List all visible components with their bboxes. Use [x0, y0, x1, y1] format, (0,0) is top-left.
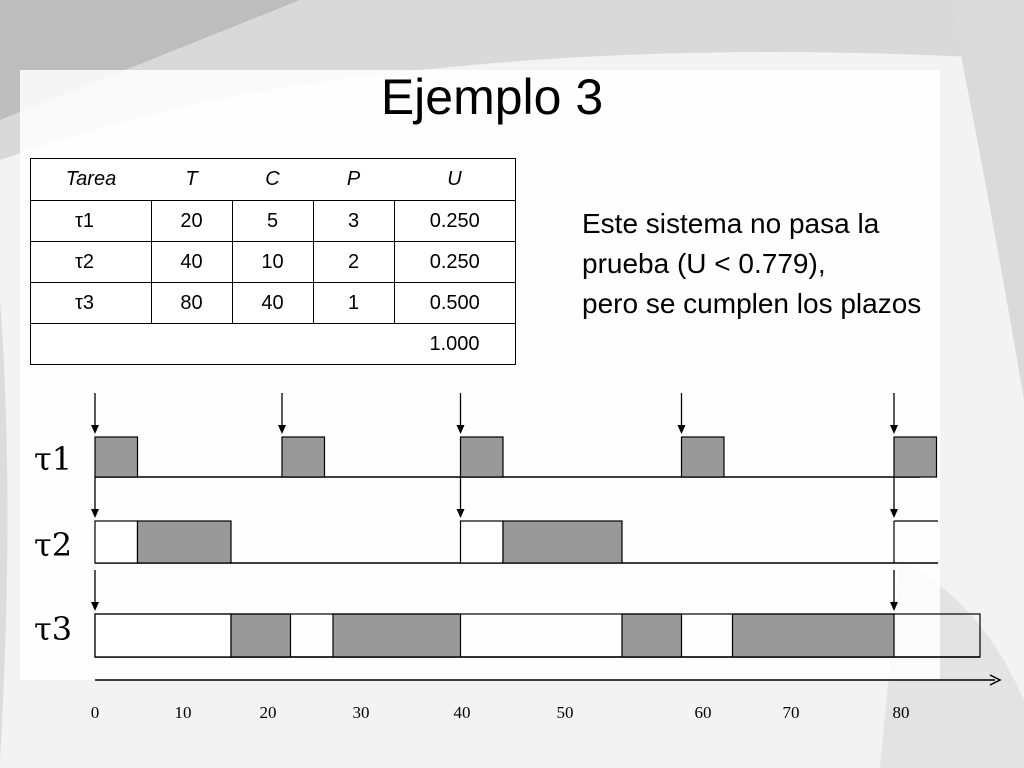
axis-tick-label: 20 — [260, 703, 277, 722]
arrival-arrowhead — [677, 425, 686, 434]
header-c: C — [232, 158, 313, 201]
header-u: U — [394, 158, 516, 201]
execution-block — [459, 436, 504, 478]
axis-tick-label: 60 — [695, 703, 712, 722]
time-axis-arrowhead — [989, 674, 1002, 686]
arrival-arrowhead — [278, 425, 286, 434]
cell-u: 0.500 — [393, 282, 516, 324]
task-label: τ3 — [34, 610, 72, 648]
cell-p: 3 — [312, 200, 395, 242]
arrival-arrowhead — [456, 509, 465, 518]
axis-tick-label: 40 — [454, 703, 471, 722]
arrival-arrowhead — [890, 602, 898, 611]
cell-task: τ2 — [30, 241, 152, 283]
table-row: τ3 80 40 1 0.500 — [30, 282, 516, 324]
slide-title: Ejemplo 3 — [380, 69, 604, 125]
note-line: Este sistema no pasa la — [582, 208, 880, 239]
execution-block — [281, 436, 326, 478]
axis-tick-label: 50 — [557, 703, 574, 722]
cell-p: 2 — [312, 241, 395, 283]
task3-outline — [94, 613, 981, 658]
arrival-arrowhead — [456, 425, 465, 434]
execution-block — [731, 613, 895, 658]
execution-block — [893, 436, 938, 478]
axis-tick-label: 70 — [783, 703, 800, 722]
cell-p: 1 — [312, 282, 395, 324]
execution-block — [621, 613, 683, 658]
header-t: T — [151, 158, 232, 201]
cell-u: 0.250 — [393, 241, 516, 283]
execution-block — [230, 613, 292, 658]
task-label: τ1 — [34, 440, 72, 478]
cell-total-u: 1.000 — [394, 323, 516, 365]
idle-block — [94, 520, 139, 564]
cell-u: 0.250 — [393, 200, 516, 242]
header-tarea: Tarea — [30, 158, 151, 201]
table-header-row: Tarea T C P U — [30, 158, 516, 201]
task-table: Tarea T C P U τ1 20 5 3 0.250 τ2 40 10 2… — [30, 158, 516, 365]
axis-tick-label: 0 — [91, 703, 100, 722]
arrival-arrowhead — [890, 425, 898, 434]
axis-tick-label: 10 — [175, 703, 192, 722]
table-row: τ1 20 5 3 0.250 — [30, 200, 516, 242]
cell-t: 40 — [150, 241, 233, 283]
arrival-arrowhead — [91, 509, 99, 518]
axis-tick-label: 80 — [893, 703, 910, 722]
arrival-arrowhead — [890, 509, 898, 518]
task-label: τ2 — [34, 526, 72, 564]
note-line: pero se cumplen los plazos — [582, 288, 922, 319]
axis-tick-label: 30 — [353, 703, 370, 722]
arrival-arrowhead — [91, 425, 99, 434]
execution-block — [502, 520, 623, 564]
cell-t: 80 — [150, 282, 233, 324]
execution-block — [94, 436, 139, 478]
note-text: Este sistema no pasa la prueba (U < 0.77… — [582, 204, 921, 324]
cell-task: τ1 — [30, 200, 152, 242]
table-total-row: 1.000 — [30, 323, 516, 365]
note-line: prueba (U < 0.779), — [582, 248, 826, 279]
execution-block — [332, 613, 462, 658]
idle-block — [94, 613, 232, 658]
cell-t: 20 — [150, 200, 233, 242]
cell-task: τ3 — [30, 282, 152, 324]
execution-block — [680, 436, 725, 478]
idle-block — [459, 520, 504, 564]
execution-block — [136, 520, 232, 564]
total-spacer — [30, 323, 394, 365]
arrival-arrowhead — [91, 602, 99, 611]
